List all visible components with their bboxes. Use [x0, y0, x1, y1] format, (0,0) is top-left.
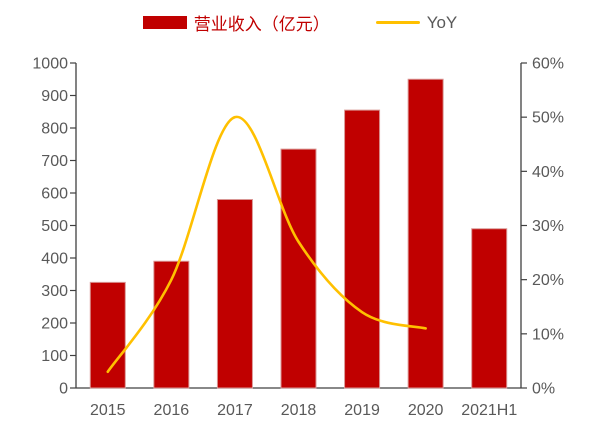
x-axis-label-2015: 2015: [90, 402, 126, 419]
left-axis-tick-label: 1000: [32, 56, 68, 73]
legend-item-yoy: YoY: [375, 12, 458, 33]
legend-label-revenue: 营业收入（亿元）: [193, 15, 330, 34]
revenue-bar-2018: [280, 148, 317, 389]
left-axis-tick-label: 400: [41, 251, 68, 268]
left-axis-tick-label: 900: [41, 88, 68, 105]
right-axis-tick-label: 10%: [532, 326, 564, 343]
x-axis-label-2021H1: 2021H1: [461, 402, 517, 419]
x-axis-label-2016: 2016: [154, 402, 190, 419]
left-axis-tick-label: 200: [41, 316, 68, 333]
x-axis-label-2020: 2020: [408, 402, 444, 419]
revenue-bar-2019: [344, 109, 381, 389]
revenue-bar-swatch-icon: [142, 16, 187, 29]
right-axis-tick-label: 60%: [532, 56, 564, 73]
left-axis-tick-label: 300: [41, 283, 68, 300]
x-axis-label-2017: 2017: [217, 402, 253, 419]
yoy-line-swatch-icon: [375, 21, 420, 24]
right-axis-tick-label: 30%: [532, 218, 564, 235]
revenue-bar-2020: [407, 78, 444, 389]
x-axis-label-2018: 2018: [281, 402, 317, 419]
chart-legend: 营业收入（亿元） YoY: [0, 10, 600, 35]
revenue-bar-2017: [216, 199, 253, 389]
x-axis-label-2019: 2019: [344, 402, 380, 419]
left-axis-tick-label: 0: [59, 381, 68, 398]
legend-item-revenue: 营业收入（亿元）: [142, 10, 330, 35]
legend-label-yoy: YoY: [426, 12, 458, 32]
right-axis-tick-label: 20%: [532, 272, 564, 289]
revenue-bar-2021H1: [471, 228, 508, 389]
right-axis-tick-label: 40%: [532, 164, 564, 181]
left-axis-tick-label: 500: [41, 218, 68, 235]
left-axis-tick-label: 800: [41, 121, 68, 138]
right-axis-tick-label: 50%: [532, 110, 564, 127]
yoy-line: [106, 115, 427, 374]
left-axis-tick-label: 100: [41, 348, 68, 365]
right-axis-tick-label: 0%: [532, 381, 555, 398]
left-axis-tick-label: 700: [41, 153, 68, 170]
left-axis-tick-label: 600: [41, 186, 68, 203]
